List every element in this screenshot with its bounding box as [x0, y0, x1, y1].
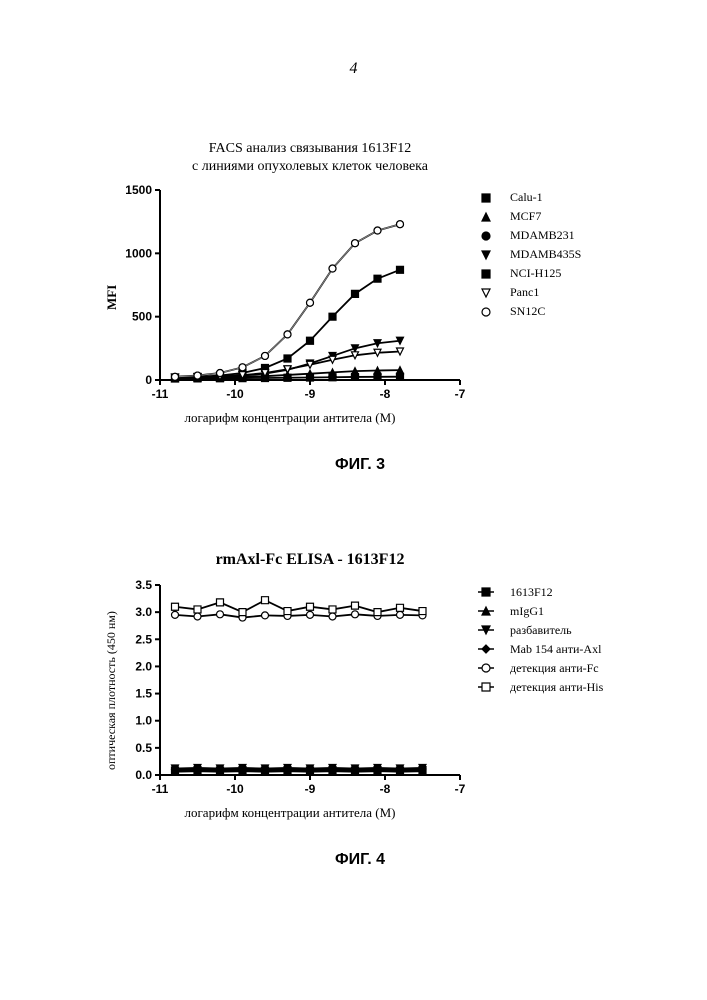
legend-item: детекция анти-Fc: [478, 661, 603, 676]
svg-text:-7: -7: [455, 387, 466, 401]
fig4-title: rmAxl-Fc ELISA - 1613F12: [160, 550, 460, 571]
fig3-title-line2: с линиями опухолевых клеток человека: [192, 159, 428, 174]
legend-item: MDAMB231: [478, 228, 581, 243]
legend-item: mIgG1: [478, 604, 603, 619]
legend-item: SN12C: [478, 304, 581, 319]
svg-text:1000: 1000: [125, 247, 152, 261]
page-number: 4: [0, 60, 707, 78]
legend-label: разбавитель: [510, 623, 572, 638]
fig3-ylabel: MFI: [104, 285, 120, 310]
fig4-chart: оптическая плотность (450 нм) 0.00.51.01…: [110, 575, 470, 821]
svg-text:-10: -10: [226, 782, 244, 796]
svg-text:-8: -8: [380, 387, 391, 401]
figure-3: FACS анализ связывания 1613F12 с линиями…: [110, 140, 610, 474]
page: 4 FACS анализ связывания 1613F12 с линия…: [0, 0, 707, 1000]
legend-item: Panc1: [478, 285, 581, 300]
legend-label: mIgG1: [510, 604, 544, 619]
svg-text:3.0: 3.0: [135, 605, 152, 619]
legend-item: разбавитель: [478, 623, 603, 638]
legend-label: детекция анти-His: [510, 680, 603, 695]
legend-item: 1613F12: [478, 585, 603, 600]
fig4-ylabel: оптическая плотность (450 нм): [104, 611, 119, 770]
legend-label: MDAMB231: [510, 228, 575, 243]
svg-text:0.5: 0.5: [135, 741, 152, 755]
svg-text:0: 0: [145, 373, 152, 387]
legend-label: NCI-H125: [510, 266, 561, 281]
fig3-title: FACS анализ связывания 1613F12 с линиями…: [150, 140, 470, 176]
legend-label: MDAMB435S: [510, 247, 581, 262]
svg-text:-10: -10: [226, 387, 244, 401]
svg-text:-7: -7: [455, 782, 466, 796]
fig4-legend: 1613F12 mIgG1 разбавитель Mab 154 анти-Axl д…: [478, 585, 603, 821]
svg-text:-11: -11: [152, 387, 169, 401]
fig3-legend: Calu-1 MCF7 MDAMB231 MDAMB435S NCI-H125 Panc1…: [478, 190, 581, 426]
legend-item: Calu-1: [478, 190, 581, 205]
fig3-chart: MFI 050010001500-11-10-9-8-7 логарифм ко…: [110, 180, 470, 426]
legend-item: MCF7: [478, 209, 581, 224]
legend-label: SN12C: [510, 304, 545, 319]
svg-text:2.5: 2.5: [135, 632, 152, 646]
svg-text:-9: -9: [305, 782, 316, 796]
svg-text:1.5: 1.5: [135, 686, 152, 700]
svg-text:2.0: 2.0: [135, 659, 152, 673]
legend-label: детекция анти-Fc: [510, 661, 599, 676]
svg-text:0.0: 0.0: [135, 768, 152, 782]
legend-item: MDAMB435S: [478, 247, 581, 262]
legend-label: Panc1: [510, 285, 539, 300]
svg-text:1500: 1500: [125, 183, 152, 197]
svg-text:-9: -9: [305, 387, 316, 401]
fig3-xlabel: логарифм концентрации антитела (M): [110, 410, 470, 426]
legend-label: Mab 154 анти-Axl: [510, 642, 601, 657]
legend-item: детекция анти-His: [478, 680, 603, 695]
svg-text:3.5: 3.5: [135, 578, 152, 592]
fig4-xlabel: логарифм концентрации антитела (M): [110, 805, 470, 821]
figure-4: rmAxl-Fc ELISA - 1613F12 оптическая плот…: [110, 550, 610, 869]
svg-text:1.0: 1.0: [135, 714, 152, 728]
legend-item: Mab 154 анти-Axl: [478, 642, 603, 657]
fig3-caption: ФИГ. 3: [110, 456, 610, 474]
legend-item: NCI-H125: [478, 266, 581, 281]
svg-text:500: 500: [132, 310, 152, 324]
legend-label: MCF7: [510, 209, 541, 224]
fig3-title-line1: FACS анализ связывания 1613F12: [209, 141, 411, 156]
svg-text:-8: -8: [380, 782, 391, 796]
legend-label: Calu-1: [510, 190, 543, 205]
fig4-caption: ФИГ. 4: [110, 851, 610, 869]
svg-text:-11: -11: [152, 782, 169, 796]
legend-label: 1613F12: [510, 585, 553, 600]
